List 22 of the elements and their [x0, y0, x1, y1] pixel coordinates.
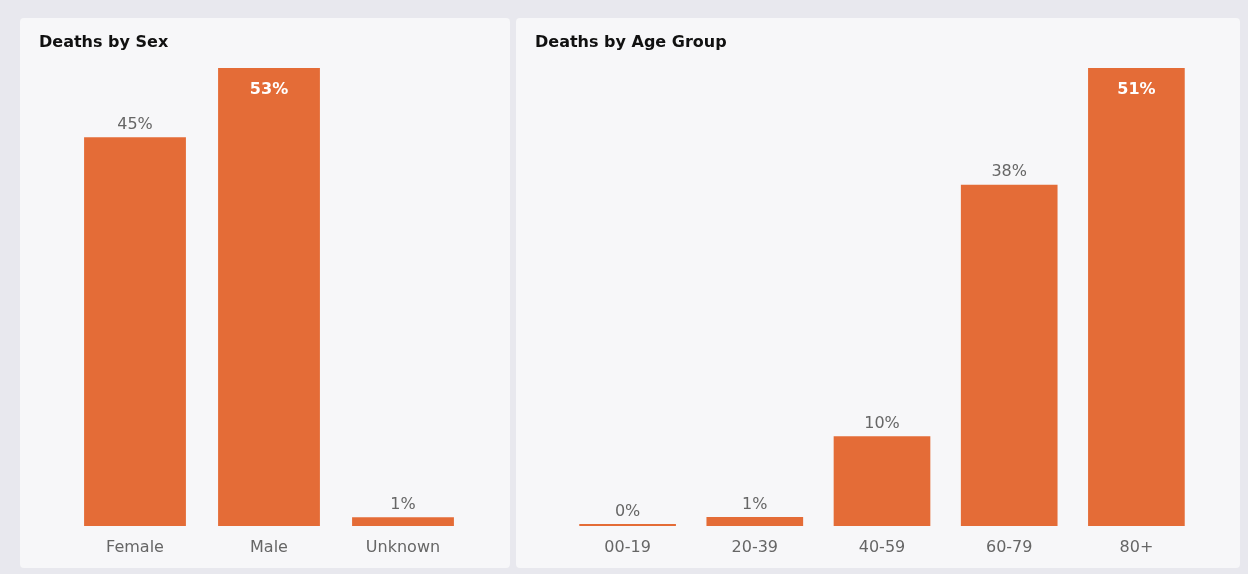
data-label: 1%: [742, 493, 768, 513]
data-label: 53%: [249, 78, 289, 98]
data-label: 38%: [991, 161, 1027, 181]
data-label: 10%: [864, 412, 900, 432]
x-tick-label: 80+: [1119, 536, 1154, 556]
bar: [960, 184, 1058, 526]
bar: [833, 436, 931, 526]
bar: [706, 517, 804, 526]
x-tick-label: 40-59: [858, 536, 906, 556]
x-tick-label: 20-39: [731, 536, 779, 556]
chart-title: Deaths by Age Group: [535, 31, 727, 51]
data-label: 45%: [117, 113, 153, 133]
x-tick-label: 00-19: [604, 536, 651, 556]
x-tick-label: Male: [250, 536, 288, 556]
x-tick-label: Female: [106, 536, 164, 556]
data-label: 1%: [390, 493, 416, 513]
x-tick-label: 60-79: [985, 536, 1033, 556]
data-label: 51%: [1117, 78, 1156, 98]
chart-title: Deaths by Sex: [39, 31, 169, 51]
data-label: 0%: [614, 500, 641, 520]
bar: [1088, 68, 1185, 526]
x-tick-label: Unknown: [365, 536, 441, 556]
